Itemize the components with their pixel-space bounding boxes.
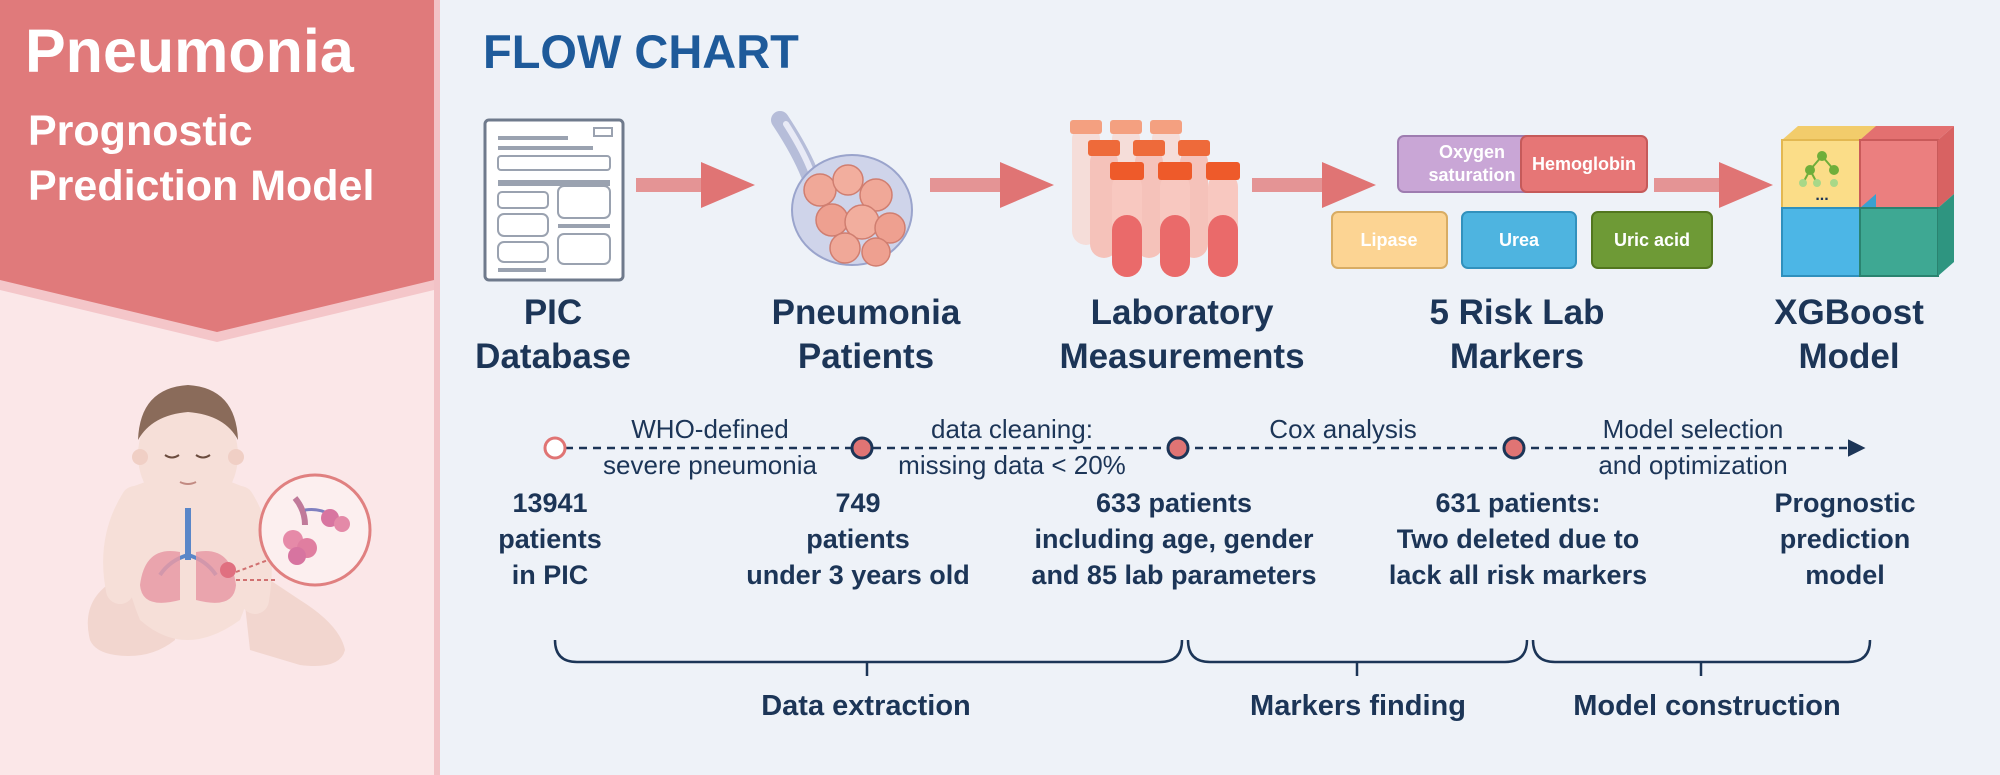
step-2-line1: data cleaning: — [931, 414, 1093, 444]
stage-arrows — [636, 162, 1773, 208]
stage-labels: PIC Database Pneumonia Patients Laborato… — [475, 293, 1924, 376]
count-2-line2: patients — [806, 524, 910, 554]
svg-text:...: ... — [1815, 187, 1828, 204]
marker-uric-acid-label: Uric acid — [1614, 230, 1690, 250]
marker-oxygen-line1: Oxygen — [1439, 142, 1505, 162]
phase-braces — [553, 639, 1872, 676]
alveoli-icon — [771, 111, 913, 267]
phase-model-construction: Model construction — [1573, 690, 1840, 722]
marker-uric-acid — [1591, 211, 1713, 269]
stage-arrow-1 — [636, 162, 755, 208]
xgboost-cubes-icon: ... — [1781, 126, 1954, 277]
timeline-node-4 — [1502, 436, 1526, 460]
count-3-line2: including age, gender — [1034, 524, 1314, 554]
timeline-node-2 — [850, 436, 874, 460]
marker-lipase — [1331, 211, 1448, 269]
step-1-line1: WHO-defined — [631, 414, 789, 444]
timeline — [543, 436, 1866, 460]
count-2-line1: 749 — [835, 488, 880, 518]
stage-1-line1: PIC — [524, 293, 582, 332]
step-3-line1: Cox analysis — [1269, 414, 1416, 444]
stage-2-line1: Pneumonia — [772, 293, 961, 332]
risk-markers-group: Oxygen saturation Hemoglobin Lipase Urea… — [1331, 135, 1713, 269]
banner-title: Pneumonia — [25, 17, 355, 85]
count-4-line2: Two deleted due to — [1397, 524, 1640, 554]
count-4-line1: 631 patients: — [1435, 488, 1600, 518]
stage-arrow-2 — [930, 162, 1054, 208]
count-3-line3: and 85 lab parameters — [1031, 560, 1316, 590]
count-5-line1: Prognostic — [1774, 488, 1915, 518]
stage-1-line2: Database — [475, 337, 631, 376]
stage-3-line2: Measurements — [1059, 337, 1304, 376]
marker-oxygen-line2: saturation — [1428, 165, 1515, 185]
marker-lipase-label: Lipase — [1360, 230, 1417, 250]
phase-labels: Data extraction Markers finding Model co… — [761, 690, 1840, 722]
banner-ribbon — [0, 0, 434, 332]
count-4-line3: lack all risk markers — [1389, 560, 1647, 590]
stage-arrow-3 — [1252, 162, 1376, 208]
banner-subtitle-line1: Prognostic — [28, 107, 253, 155]
stage-4-line2: Markers — [1450, 337, 1584, 376]
baby-illustration-icon — [87, 385, 372, 666]
stage-5-line1: XGBoost — [1774, 293, 1924, 332]
test-tubes-icon — [1070, 120, 1240, 277]
patient-counts: 13941 patients in PIC 749 patients under… — [498, 488, 1915, 590]
step-1-line2: severe pneumonia — [603, 450, 817, 480]
marker-urea — [1461, 211, 1577, 269]
brace-data-extraction — [553, 639, 1184, 664]
marker-urea-label: Urea — [1499, 230, 1540, 250]
count-3-line1: 633 patients — [1096, 488, 1252, 518]
count-1-line3: in PIC — [512, 560, 589, 590]
marker-hemoglobin-label: Hemoglobin — [1532, 154, 1636, 174]
banner-subtitle-line2: Prediction Model — [28, 162, 374, 210]
phase-markers-finding: Markers finding — [1250, 690, 1466, 722]
stage-arrow-4 — [1654, 162, 1773, 208]
step-4-line2: and optimization — [1598, 450, 1787, 480]
count-5-line3: model — [1805, 560, 1885, 590]
marker-hemoglobin — [1520, 135, 1648, 193]
stage-5-line2: Model — [1798, 337, 1899, 376]
count-1-line1: 13941 — [512, 488, 587, 518]
flow-chart-title: FLOW CHART — [483, 25, 799, 78]
step-4-line1: Model selection — [1603, 414, 1784, 444]
step-labels: WHO-defined severe pneumonia data cleani… — [603, 414, 1788, 480]
timeline-node-1 — [543, 436, 567, 460]
count-5-line2: prediction — [1780, 524, 1911, 554]
banner-border — [434, 0, 440, 775]
stage-3-line1: Laboratory — [1091, 293, 1274, 332]
phase-data-extraction: Data extraction — [761, 690, 971, 722]
left-banner: Pneumonia Prognostic Prediction Model — [0, 0, 440, 775]
timeline-node-3 — [1166, 436, 1190, 460]
stage-2-line2: Patients — [798, 337, 934, 376]
step-2-line2: missing data < 20% — [898, 450, 1126, 480]
pic-database-icon — [483, 118, 625, 282]
stage-4-line1: 5 Risk Lab — [1429, 293, 1604, 332]
count-2-line3: under 3 years old — [746, 560, 970, 590]
count-1-line2: patients — [498, 524, 602, 554]
main-panel-background — [440, 0, 2000, 775]
